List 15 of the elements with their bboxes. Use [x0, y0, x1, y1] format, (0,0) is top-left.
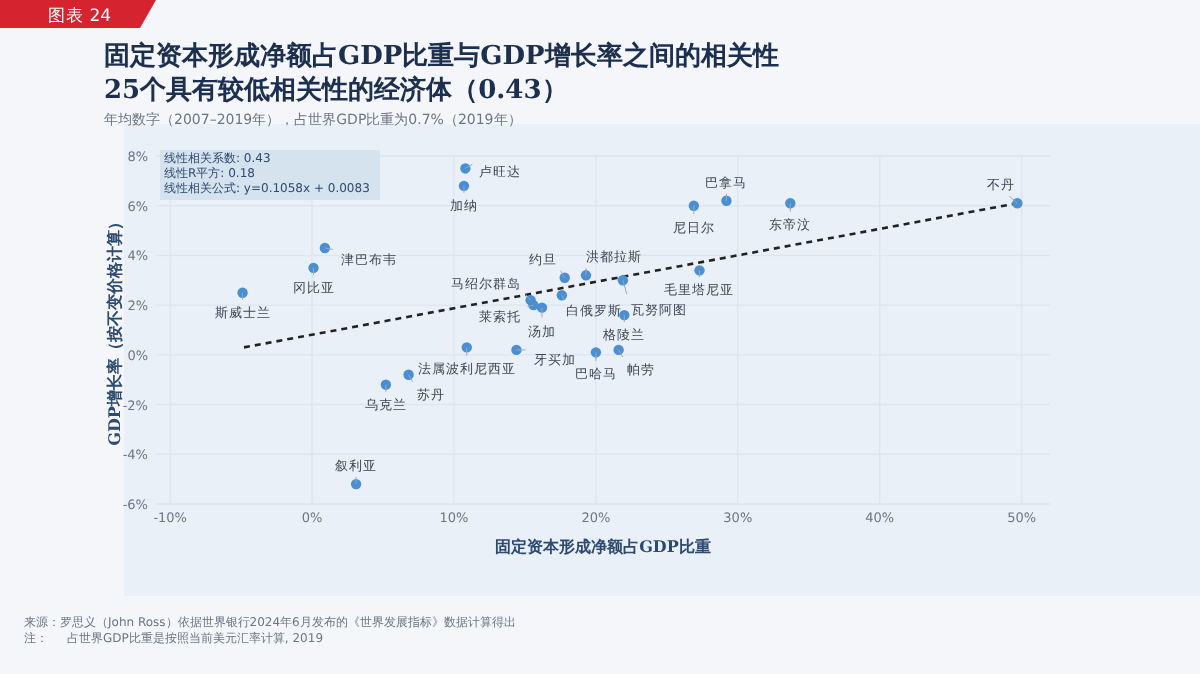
chart-title: 固定资本形成净额占GDP比重与GDP增长率之间的相关性: [104, 40, 779, 72]
point: [308, 262, 319, 274]
point: [785, 198, 796, 209]
point: [403, 369, 414, 380]
point: [721, 195, 732, 206]
point: [237, 287, 248, 298]
x-axis-title: 固定资本形成净额占GDP比重: [495, 536, 711, 556]
text: 图表 24: [48, 5, 112, 27]
point: [688, 200, 700, 211]
y-axis-title: GDP增长率（按不变价格计算）: [104, 214, 124, 446]
point: [694, 265, 705, 276]
point: [556, 290, 568, 301]
chart-subtitle: 25个具有较低相关性的经济体（0.43）: [104, 74, 568, 106]
point: [1012, 198, 1023, 209]
point: [319, 242, 331, 254]
